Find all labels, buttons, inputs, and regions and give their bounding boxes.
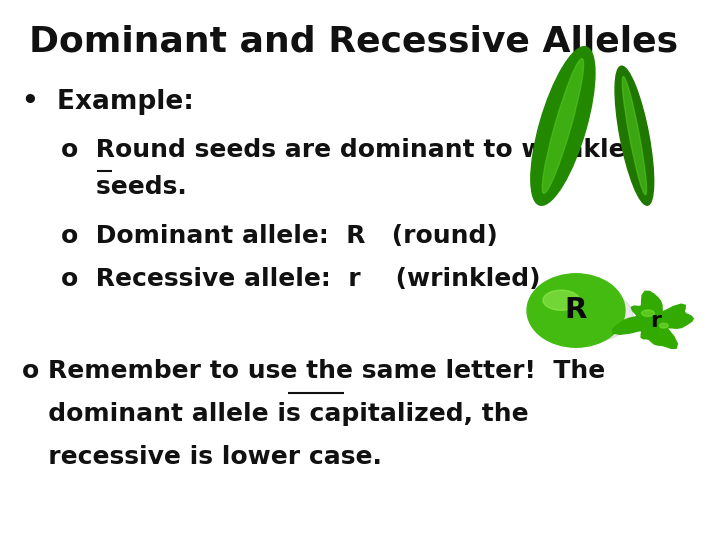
Text: o  Dominant allele:  R   (round): o Dominant allele: R (round) <box>61 224 498 248</box>
Ellipse shape <box>622 77 647 195</box>
Text: o  Round seeds are dominant to wrinkled: o Round seeds are dominant to wrinkled <box>61 138 644 161</box>
Text: •  Example:: • Example: <box>22 89 194 115</box>
Ellipse shape <box>531 288 633 343</box>
Ellipse shape <box>660 323 668 328</box>
Text: r: r <box>649 311 661 332</box>
Text: R: R <box>564 296 588 325</box>
Ellipse shape <box>542 59 584 193</box>
Text: o  Recessive allele:  r    (wrinkled): o Recessive allele: r (wrinkled) <box>61 267 541 291</box>
Ellipse shape <box>531 46 595 205</box>
Text: o Remember to use the same letter!  The: o Remember to use the same letter! The <box>22 359 605 383</box>
Text: Dominant and Recessive Alleles: Dominant and Recessive Alleles <box>29 24 678 58</box>
Text: seeds.: seeds. <box>61 176 187 199</box>
Polygon shape <box>613 291 693 348</box>
Text: dominant allele is capitalized, the: dominant allele is capitalized, the <box>22 402 528 426</box>
Ellipse shape <box>615 66 654 205</box>
Ellipse shape <box>642 310 654 316</box>
Text: recessive is lower case.: recessive is lower case. <box>22 446 382 469</box>
Ellipse shape <box>527 274 625 347</box>
Ellipse shape <box>543 290 580 310</box>
